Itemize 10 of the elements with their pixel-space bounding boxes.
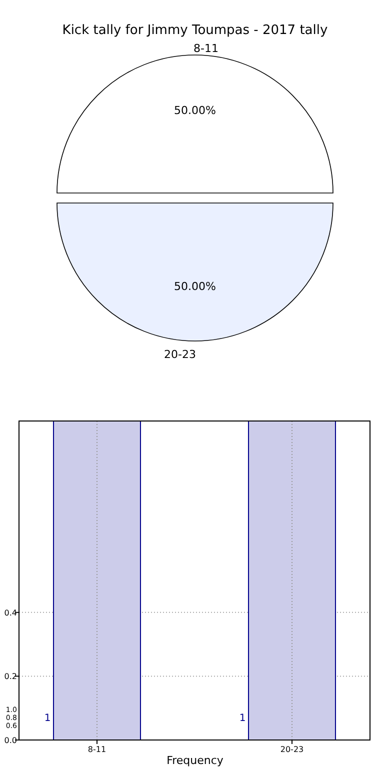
data-label: 1 [239, 713, 246, 724]
chart-title: Kick tally for Jimmy Toumpas - 2017 tally [62, 23, 328, 38]
slice-label: 20-23 [164, 348, 196, 361]
y-tick-label: 0.4 [4, 608, 17, 618]
x-axis-title: Frequency [166, 754, 224, 767]
data-label: 50.00% [174, 104, 216, 118]
data-label: 50.00% [174, 280, 216, 293]
slice-label: 8-11 [194, 42, 218, 56]
data-label: 1 [44, 713, 51, 724]
y-tick-label: 0.2 [4, 672, 17, 682]
